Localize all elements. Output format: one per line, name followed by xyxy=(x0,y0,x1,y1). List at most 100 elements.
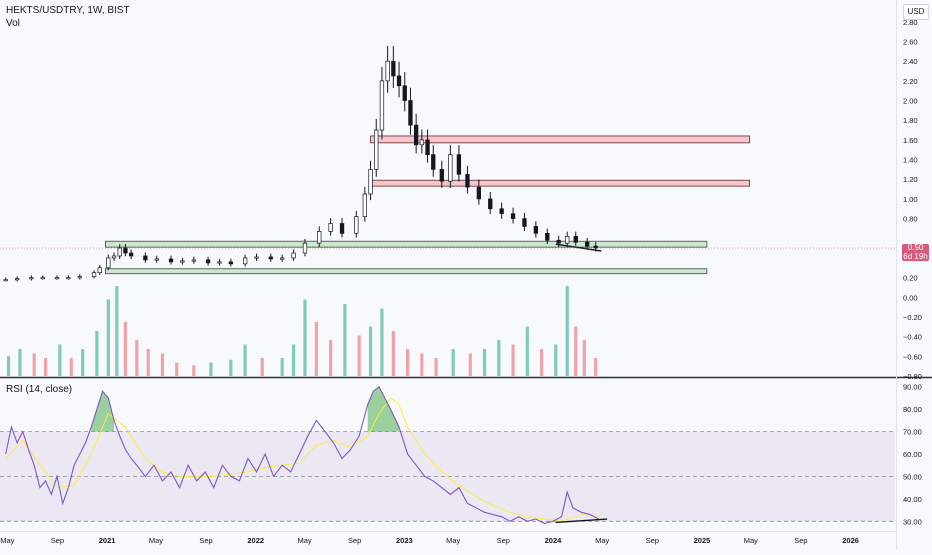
candle-body xyxy=(254,256,259,259)
zone-red-0 xyxy=(370,135,751,144)
time-axis-label: 2024 xyxy=(545,536,563,545)
candle-body xyxy=(431,154,436,170)
price-axis-label: 2.40 xyxy=(903,57,918,66)
candle-body xyxy=(419,139,424,146)
candle-body xyxy=(205,259,211,264)
time-axis-label: 2025 xyxy=(694,536,711,545)
candle-body xyxy=(54,277,60,280)
volume-bar xyxy=(146,349,150,376)
last-price-value: 0.50 xyxy=(907,243,924,253)
candle-body xyxy=(97,267,102,274)
currency-badge[interactable]: USD xyxy=(903,4,929,20)
candle-body xyxy=(217,261,222,264)
time-axis-label: May xyxy=(0,536,14,545)
candle-body xyxy=(354,216,359,234)
candle-body xyxy=(593,245,598,249)
rsi-axis-label: 30.00 xyxy=(903,517,922,526)
volume-bar xyxy=(574,326,578,376)
price-axis-label: 2.00 xyxy=(903,97,918,106)
volume-bar xyxy=(368,326,373,376)
candle-body xyxy=(29,277,34,280)
candle-body xyxy=(106,257,111,269)
volume-bar xyxy=(160,353,165,376)
candle-body xyxy=(14,278,20,281)
time-axis-label: May xyxy=(446,536,460,545)
candle-body xyxy=(123,247,128,254)
symbol-title: HEKTS/USDTRY, 1W, BIST xyxy=(6,5,130,16)
volume-bar xyxy=(243,344,247,376)
price-axis-label: 2.80 xyxy=(903,18,918,27)
volume-bar xyxy=(539,349,544,376)
rsi-legend: RSI (14, close) xyxy=(6,383,72,396)
price-trendline xyxy=(555,243,602,252)
time-axis-label: Sep xyxy=(646,536,659,545)
candle-body xyxy=(448,154,453,182)
candle-body xyxy=(510,213,516,219)
time-axis-label: 2023 xyxy=(396,536,413,545)
volume-bar xyxy=(135,340,139,376)
candle-body xyxy=(556,239,561,244)
rsi-ma-line xyxy=(5,397,599,522)
candle-body xyxy=(396,75,402,87)
volume-bar xyxy=(314,322,318,376)
candle-body xyxy=(191,259,196,262)
volume-bar xyxy=(434,358,438,376)
candle-body xyxy=(391,60,396,77)
price-axis-label: 0.20 xyxy=(903,274,918,283)
candle-body xyxy=(374,129,379,170)
candle-body xyxy=(439,169,444,182)
price-axis-label: 2.20 xyxy=(903,77,918,86)
candle-body xyxy=(3,279,8,282)
candle-body xyxy=(368,169,373,195)
time-axis-label: Sep xyxy=(51,536,64,545)
candle-body xyxy=(128,252,134,257)
candle-body xyxy=(117,247,122,257)
volume-bar xyxy=(44,358,48,376)
candle-body xyxy=(91,272,97,277)
volume-bar xyxy=(229,359,233,376)
candle-body xyxy=(291,252,296,259)
time-axis-label: May xyxy=(744,536,758,545)
candle-body xyxy=(533,226,539,234)
volume-bar xyxy=(554,344,558,376)
candle-body xyxy=(499,208,504,215)
price-axis-label: 1.20 xyxy=(903,175,918,184)
candle-body xyxy=(573,235,578,243)
volume-bar xyxy=(58,344,62,376)
volume-bar xyxy=(18,349,22,376)
candle-body xyxy=(168,258,174,263)
volume-bar xyxy=(582,340,586,376)
volume-bar xyxy=(6,356,11,376)
volume-bar xyxy=(391,331,395,376)
rsi-title: RSI (14, close) xyxy=(6,384,73,395)
rsi-axis-label: 50.00 xyxy=(903,472,922,481)
volume-bar xyxy=(303,299,307,376)
zone-red-1 xyxy=(370,179,751,187)
volume-bar xyxy=(343,304,347,376)
candle-body xyxy=(268,256,273,260)
volume-bar xyxy=(32,353,36,376)
volume-bar xyxy=(405,349,410,376)
rsi-axis-label: 60.00 xyxy=(903,450,922,459)
volume-bar xyxy=(106,299,110,376)
candle-body xyxy=(379,80,385,131)
candle-body xyxy=(66,277,71,280)
rsi-axis-label: 90.00 xyxy=(903,383,922,392)
candle-body xyxy=(488,198,493,210)
candle-body xyxy=(111,255,117,259)
volume-bar xyxy=(497,340,501,376)
volume-bar xyxy=(260,358,264,376)
candle-body xyxy=(413,124,419,146)
volume-bar xyxy=(95,331,99,376)
volume-bar xyxy=(594,358,598,376)
candle-body xyxy=(328,223,333,232)
price-axis-label: 1.80 xyxy=(903,116,918,125)
price-axis-label: −0.20 xyxy=(903,313,922,322)
last-price-label: 0.50 6d 19h xyxy=(902,243,929,262)
volume-bar xyxy=(209,362,213,376)
price-axis-label: 2.60 xyxy=(903,38,918,47)
candle-body xyxy=(280,257,285,260)
rsi-overbought-fill xyxy=(91,391,115,432)
volume-bar xyxy=(175,362,179,376)
